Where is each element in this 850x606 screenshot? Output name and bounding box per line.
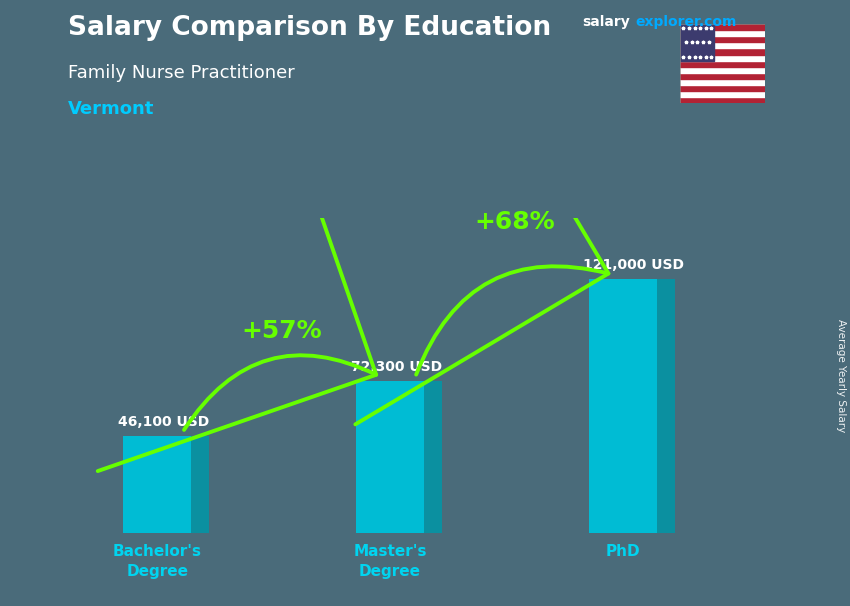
- Bar: [680, 67, 765, 73]
- Text: Average Yearly Salary: Average Yearly Salary: [836, 319, 846, 432]
- Text: 72,300 USD: 72,300 USD: [351, 360, 442, 374]
- Text: +57%: +57%: [241, 319, 322, 343]
- Bar: [680, 79, 765, 85]
- Polygon shape: [191, 436, 209, 533]
- Text: Vermont: Vermont: [68, 100, 155, 118]
- Text: 121,000 USD: 121,000 USD: [583, 258, 684, 271]
- Text: Salary Comparison By Education: Salary Comparison By Education: [68, 15, 551, 41]
- Bar: [680, 55, 765, 61]
- Bar: [680, 61, 765, 67]
- Bar: [680, 36, 765, 42]
- Bar: [356, 381, 424, 533]
- Bar: [680, 42, 765, 48]
- Polygon shape: [657, 279, 675, 533]
- FancyArrowPatch shape: [355, 21, 609, 424]
- Polygon shape: [424, 381, 442, 533]
- Bar: [680, 91, 765, 97]
- Bar: [680, 24, 765, 30]
- FancyArrowPatch shape: [98, 96, 377, 471]
- Bar: [680, 24, 714, 61]
- Text: salary: salary: [582, 15, 630, 29]
- Bar: [680, 97, 765, 103]
- Bar: [680, 73, 765, 79]
- Bar: [589, 279, 657, 533]
- Bar: [680, 85, 765, 91]
- Text: +68%: +68%: [474, 210, 555, 234]
- Bar: [680, 48, 765, 55]
- Text: 46,100 USD: 46,100 USD: [118, 415, 209, 429]
- Text: explorer.com: explorer.com: [635, 15, 736, 29]
- Bar: [123, 436, 191, 533]
- Text: Family Nurse Practitioner: Family Nurse Practitioner: [68, 64, 295, 82]
- Bar: [680, 30, 765, 36]
